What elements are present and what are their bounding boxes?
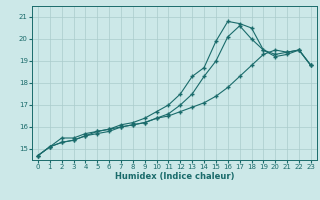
X-axis label: Humidex (Indice chaleur): Humidex (Indice chaleur) — [115, 172, 234, 181]
